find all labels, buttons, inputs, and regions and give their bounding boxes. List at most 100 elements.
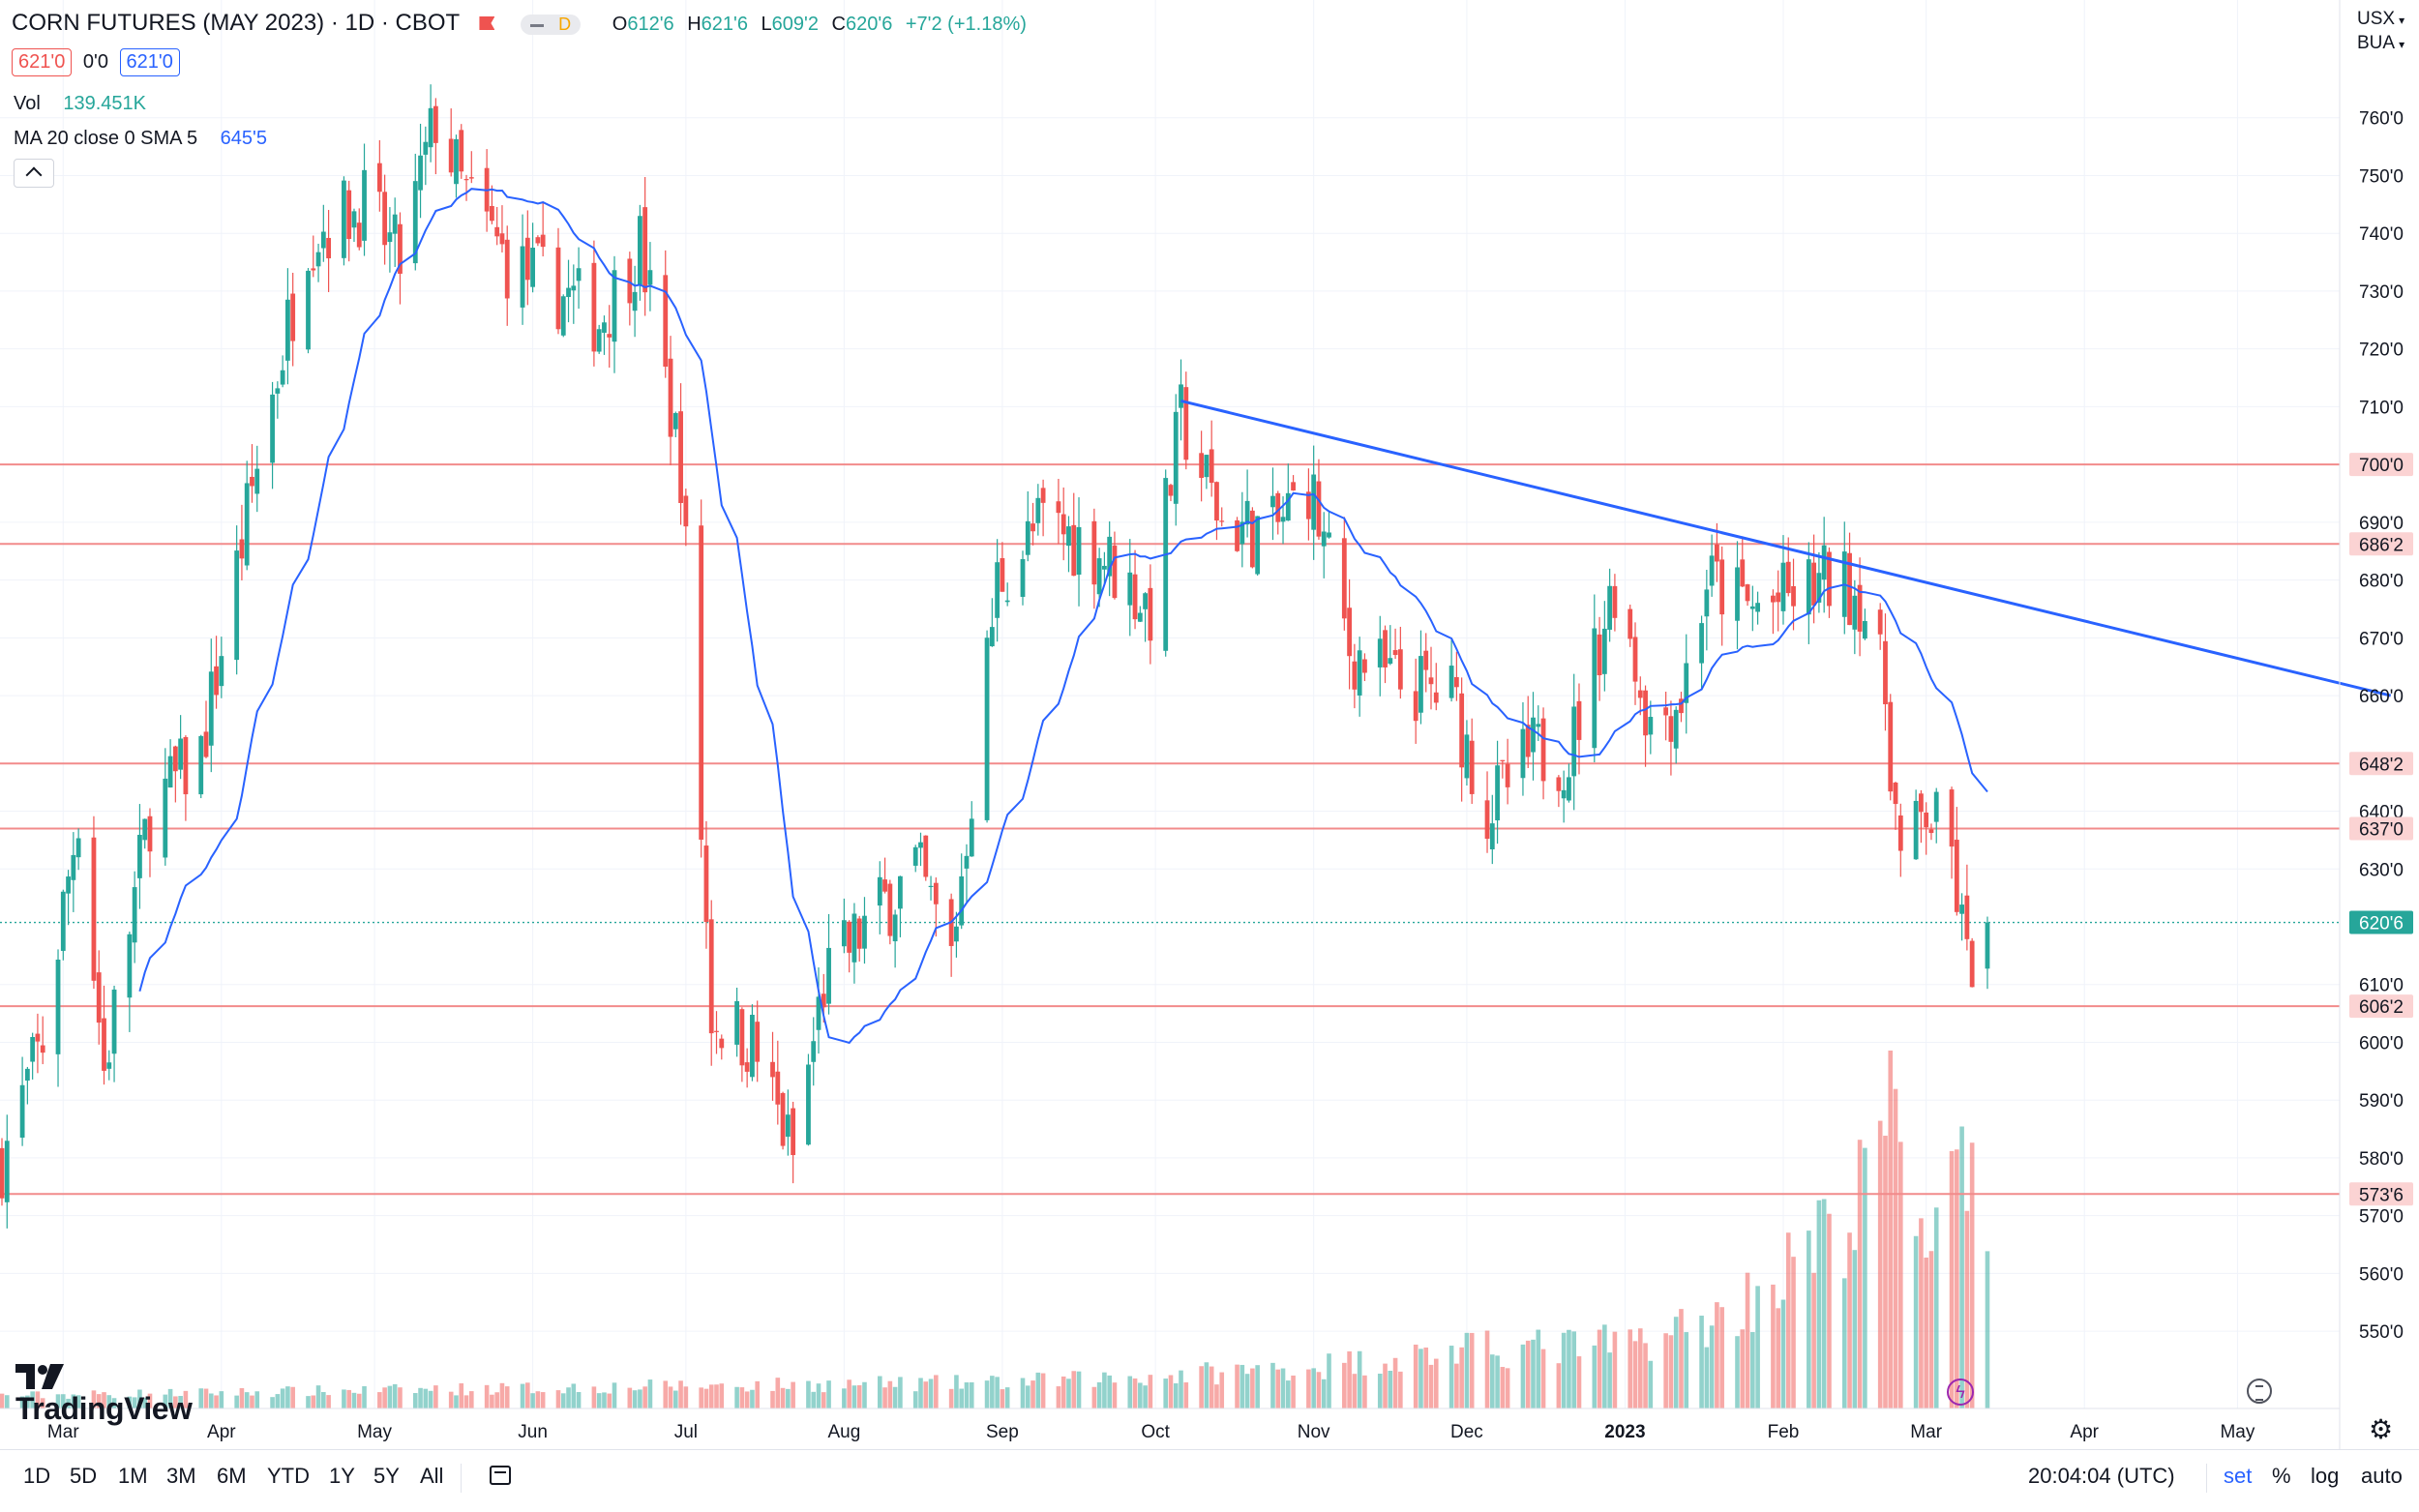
volume-bar [1214,1384,1219,1408]
price-chart[interactable]: 760'0 750'0 740'0 730'0 720'0 710'0 690'0 680'0… [0,0,2419,1449]
volume-bar [1004,1387,1010,1408]
volume-bar [1740,1329,1746,1408]
settlement-toggle[interactable]: set [2224,1464,2253,1488]
range-button-1d[interactable]: 1D [23,1464,51,1488]
volume-bar [1433,1358,1439,1408]
range-button-1m[interactable]: 1M [118,1464,148,1488]
trend-line[interactable] [1180,399,2392,697]
symbol-title[interactable]: CORN FUTURES (MAY 2023) · 1D · CBOT [12,10,460,36]
percent-scale-toggle[interactable]: % [2272,1464,2291,1488]
currency-dropdown[interactable]: USX ▾ [2357,9,2405,29]
y-axis-tick-label: 710'0 [2359,398,2404,418]
volume-bar [806,1380,811,1408]
volume-legend[interactable]: Vol 139.451K [14,93,146,115]
volume-bar [1316,1372,1322,1408]
candle-body [882,879,887,892]
volume-bar [602,1392,607,1408]
candle-body [91,837,97,981]
volume-bar [1490,1354,1495,1408]
candle-body [1883,640,1888,705]
x-axis-tick-label: Jun [518,1422,548,1442]
range-button-1y[interactable]: 1Y [329,1464,355,1488]
candle-body [1755,603,1760,612]
volume-bar [484,1384,490,1408]
candle-body [1392,650,1398,656]
candle-body [555,247,561,330]
toolbar-divider [461,1464,462,1493]
volume-bar [990,1376,995,1408]
x-axis-tick-label: Oct [1141,1422,1170,1442]
date-range-icon[interactable] [490,1466,511,1485]
lightning-icon[interactable]: ϟ [1947,1379,1974,1406]
candle-body [382,192,388,246]
candle-body [178,738,184,770]
volume-bar [1628,1329,1633,1408]
volume-bar [775,1378,781,1408]
candle-body [1933,791,1939,822]
candle-body [1341,538,1347,619]
visibility-toggle-pill[interactable]: D [521,15,582,35]
range-button-all[interactable]: All [420,1464,444,1488]
candle-body [494,226,500,237]
volume-bar [1520,1344,1526,1408]
candle-body [596,329,602,352]
candle-body [1239,521,1245,545]
currency-unit-selector[interactable]: USX ▾ BUA ▾ [2357,8,2404,56]
candle-body [1811,562,1817,606]
range-button-3m[interactable]: 3M [166,1464,196,1488]
open-value: 612'6 [627,14,674,35]
volume-bar [719,1383,725,1408]
volume-bar [183,1390,189,1408]
volume-bar [208,1393,214,1408]
chevron-down-icon: ▾ [2399,14,2405,27]
volume-bar [428,1390,433,1408]
ask-box[interactable]: 621'0 [119,48,180,76]
candle-body [1132,574,1138,620]
volume-bar [75,1395,81,1408]
candle-body [428,107,433,148]
bid-box[interactable]: 621'0 [12,48,73,76]
volume-bar [555,1390,561,1408]
volume-bar [739,1387,745,1408]
volume-bar [566,1387,571,1408]
auto-scale-toggle[interactable]: auto [2361,1464,2403,1488]
range-button-5d[interactable]: 5D [70,1464,98,1488]
tradingview-logo[interactable]: TradingView [15,1362,193,1426]
volume-bar [1863,1147,1867,1408]
range-button-5y[interactable]: 5Y [373,1464,400,1488]
unit-dropdown[interactable]: BUA ▾ [2357,33,2405,53]
candle-body [1209,449,1214,484]
candle-body [137,834,142,878]
candle-body [275,388,281,394]
volume-bar [1148,1375,1153,1408]
ma-legend[interactable]: MA 20 close 0 SMA 5 645'5 [14,128,267,150]
candle-body [1127,572,1133,606]
candle-body [1913,800,1919,860]
ma-value: 645'5 [220,128,267,149]
volume-bar [454,1395,459,1408]
replay-icon[interactable] [2247,1379,2272,1404]
candle-body [1740,559,1746,587]
flag-icon[interactable] [479,16,495,30]
volume-bar [290,1386,295,1408]
gear-icon[interactable]: ⚙ [2369,1414,2394,1444]
volume-bar [1607,1352,1612,1408]
volume-bar [1025,1385,1030,1408]
candle-body [1352,661,1358,690]
volume-bar [948,1388,954,1408]
candle-body [306,270,311,350]
range-button-ytd[interactable]: YTD [267,1464,310,1488]
volume-bar [127,1396,133,1408]
range-button-6m[interactable]: 6M [217,1464,247,1488]
log-scale-toggle[interactable]: log [2311,1464,2340,1488]
candle-body [4,1141,10,1202]
candle-body [30,1037,36,1062]
collapse-legend-button[interactable] [14,159,54,188]
candle-body [1719,559,1725,615]
candle-body [912,846,918,866]
utc-clock[interactable]: 20:04:04 (UTC) [2028,1464,2175,1488]
volume-bar [1893,1088,1898,1408]
candle-body [632,291,638,311]
candle-body [1821,545,1827,580]
